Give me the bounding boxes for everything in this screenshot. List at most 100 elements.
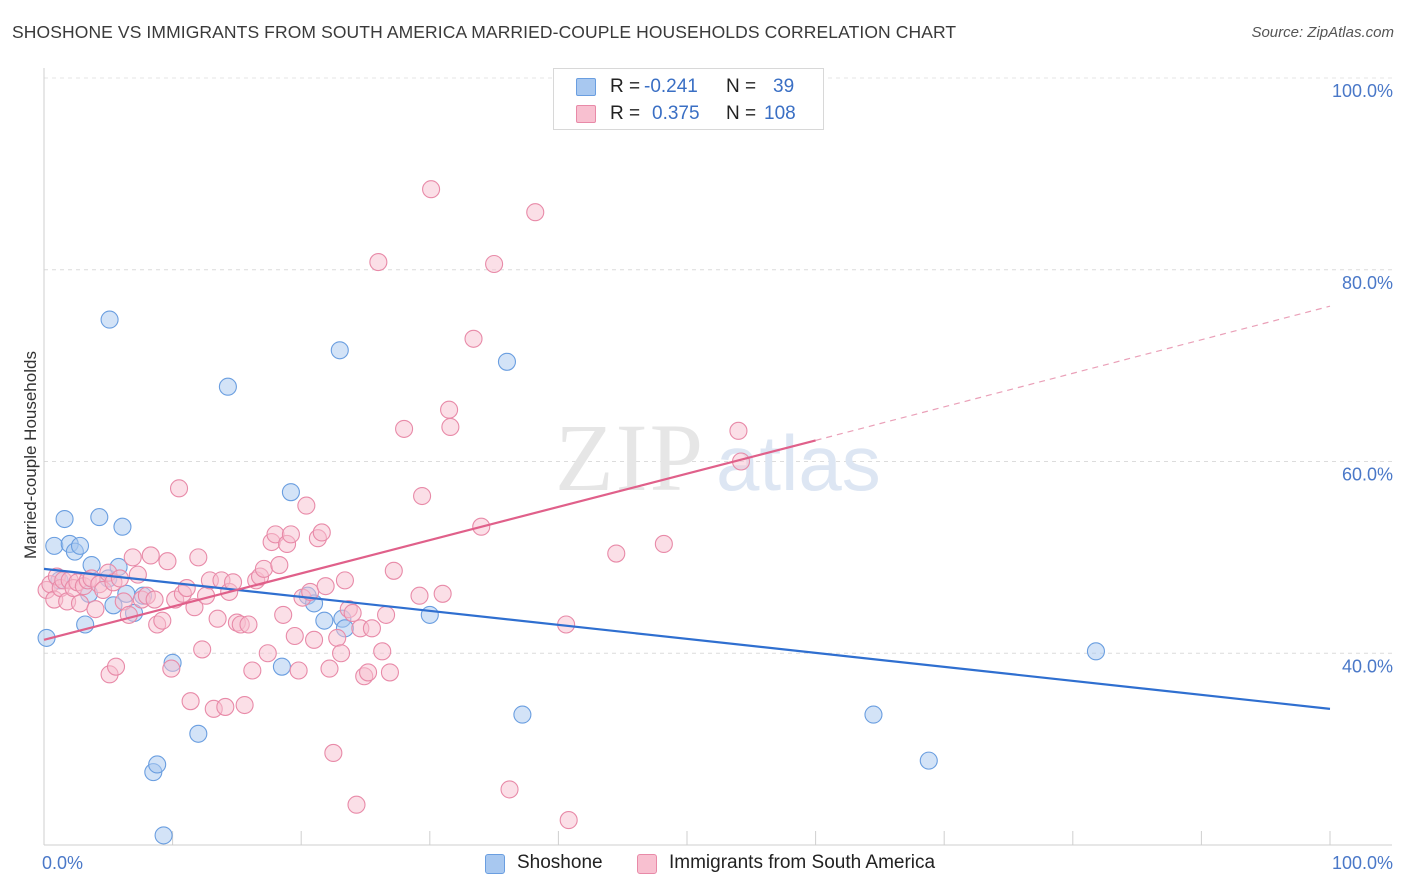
legend-r-label: R = [610, 103, 641, 124]
data-point [243, 661, 262, 680]
correlation-legend: R = -0.241 N = 39 R = 0.375 N = 108 [553, 68, 824, 130]
trend-line-extension [815, 305, 1331, 441]
data-point [343, 603, 362, 623]
data-point [335, 571, 354, 590]
data-point [162, 659, 181, 678]
data-point [86, 600, 105, 619]
data-point [729, 421, 748, 440]
data-point [218, 377, 237, 396]
data-point [559, 811, 578, 830]
data-point [208, 609, 227, 628]
bottom-legend-label: Immigrants from South America [669, 852, 936, 873]
data-point [324, 743, 343, 763]
bottom-legend-label: Shoshone [517, 852, 603, 873]
data-point [169, 479, 189, 498]
data-point [270, 555, 289, 575]
data-point [497, 352, 517, 371]
data-point [413, 486, 432, 506]
data-point [55, 509, 74, 529]
trend-line-shoshone [43, 567, 1331, 710]
data-point [395, 419, 414, 438]
data-point [123, 548, 142, 567]
data-point [500, 780, 519, 799]
data-point [305, 630, 324, 649]
data-point [274, 605, 293, 624]
data-point [380, 663, 399, 682]
legend-r-value: 0.375 [652, 103, 700, 124]
series-shoshone [37, 310, 1105, 845]
grid-lines [44, 77, 1392, 654]
legend-n-label: N = [726, 103, 757, 124]
data-point [258, 644, 277, 663]
data-point [297, 496, 316, 515]
x-tick-label: 0.0% [42, 853, 83, 873]
data-point [189, 548, 208, 567]
data-point [607, 544, 626, 563]
trend-line-immigrants [43, 439, 816, 641]
bottom-swatch-immigrants [637, 854, 657, 874]
legend-r-value: -0.241 [644, 76, 698, 97]
watermark-zip: ZIP [555, 404, 705, 511]
data-point [864, 705, 883, 724]
data-point [148, 755, 167, 774]
data-point [347, 795, 366, 814]
y-tick-label: 100.0% [1332, 81, 1393, 101]
data-point [181, 692, 200, 711]
data-point [289, 661, 308, 680]
data-point [316, 577, 335, 596]
data-point [272, 657, 291, 676]
data-point [153, 611, 172, 630]
data-point [330, 341, 349, 360]
y-tick-label: 60.0% [1342, 465, 1393, 485]
data-point [70, 536, 90, 555]
data-point [422, 180, 441, 199]
data-point [177, 579, 196, 598]
data-point [106, 657, 126, 676]
data-point [281, 525, 300, 544]
data-point [1086, 642, 1105, 661]
legend-n-value: 108 [764, 103, 796, 124]
data-point [362, 619, 381, 638]
data-point [377, 605, 396, 624]
legend-r-label: R = [610, 76, 641, 97]
data-point [328, 628, 347, 647]
data-point [285, 626, 304, 646]
data-point [373, 642, 392, 661]
data-point [193, 640, 212, 659]
trend-lines [43, 305, 1331, 710]
legend-swatch-shoshone [576, 78, 596, 96]
bottom-swatch-shoshone [485, 854, 505, 874]
data-point [919, 751, 938, 770]
data-point [441, 417, 460, 437]
data-point [464, 329, 483, 348]
legend-swatch-immigrants [576, 105, 596, 123]
tick-labels: 40.0% 60.0% 80.0% 100.0% 0.0% 100.0% [42, 81, 1393, 873]
data-point [315, 611, 334, 630]
y-axis-label: Married-couple Households [21, 351, 40, 559]
legend-n-value: 39 [773, 76, 795, 97]
data-point [320, 659, 339, 678]
watermark: ZIP atlas [555, 404, 881, 511]
data-point [485, 254, 504, 274]
data-point [90, 508, 109, 527]
legend-n-label: N = [726, 76, 757, 97]
data-point [526, 203, 545, 222]
data-point [119, 605, 138, 624]
data-point [384, 561, 403, 580]
data-point [513, 705, 532, 724]
data-point [45, 536, 64, 555]
data-point [154, 826, 173, 845]
y-tick-label: 40.0% [1342, 656, 1393, 676]
data-point [113, 517, 132, 536]
data-point [312, 523, 331, 542]
data-point [239, 615, 258, 634]
source-credit: Source: ZipAtlas.com [1251, 24, 1394, 41]
data-point [158, 552, 177, 571]
data-point [433, 584, 452, 603]
data-point [359, 663, 378, 682]
data-point [254, 559, 273, 578]
data-point [141, 546, 160, 565]
data-point [281, 483, 300, 502]
data-point [332, 644, 351, 663]
